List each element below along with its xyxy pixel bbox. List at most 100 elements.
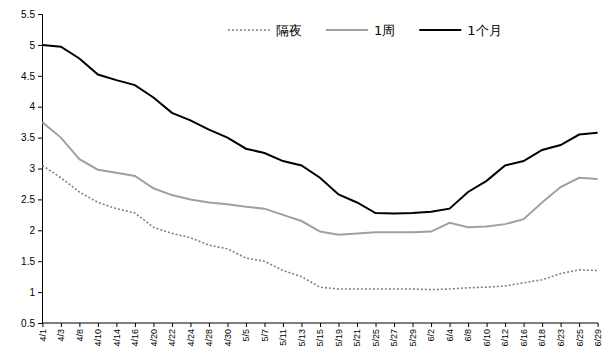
legend-label: 隔夜 <box>276 23 302 38</box>
x-tick: 5/11 <box>278 323 288 346</box>
x-tick-label: 4/8 <box>75 329 85 342</box>
legend-item: 1周 <box>326 23 395 38</box>
x-tick-label: 5/27 <box>389 329 399 347</box>
y-tick-label: 2 <box>29 225 35 236</box>
x-tick: 5/29 <box>408 323 418 347</box>
x-tick-label: 4/20 <box>149 329 159 347</box>
x-tick: 6/18 <box>537 323 547 347</box>
x-tick-mark <box>561 323 562 327</box>
x-tick: 5/21 <box>352 323 362 347</box>
y-tick-mark <box>38 323 42 324</box>
x-tick: 4/1 <box>38 323 48 342</box>
x-tick: 5/19 <box>334 323 344 347</box>
x-tick: 5/25 <box>371 323 381 347</box>
x-axis: 4/14/34/84/104/144/164/204/224/244/284/3… <box>38 323 603 347</box>
x-tick-mark <box>487 323 488 327</box>
x-tick: 4/22 <box>167 323 177 347</box>
y-tick: 4 <box>29 101 42 112</box>
x-tick-mark <box>357 323 358 327</box>
x-tick-label: 4/24 <box>186 329 196 347</box>
y-tick-mark <box>38 230 42 231</box>
x-tick-mark <box>246 323 247 327</box>
x-tick: 6/12 <box>500 323 510 347</box>
x-tick: 4/30 <box>223 323 233 347</box>
x-tick-mark <box>431 323 432 327</box>
x-tick-label: 4/22 <box>167 329 177 347</box>
x-tick-mark <box>301 323 302 327</box>
y-tick-mark <box>38 138 42 139</box>
legend-swatch <box>228 29 270 31</box>
x-tick-mark <box>153 323 154 327</box>
x-tick-label: 6/25 <box>575 329 585 347</box>
x-tick-label: 4/16 <box>130 329 140 347</box>
x-tick-mark <box>320 323 321 327</box>
y-tick: 5 <box>29 40 42 51</box>
x-tick-label: 5/19 <box>334 329 344 347</box>
legend: 隔夜 1周 1个月 <box>228 23 502 38</box>
series-line <box>42 45 597 214</box>
series-line <box>42 165 597 289</box>
x-tick: 4/8 <box>75 323 85 342</box>
x-tick-label: 4/1 <box>38 329 48 342</box>
y-tick-label: 0.5 <box>21 318 35 329</box>
y-tick: 5.5 <box>21 9 42 20</box>
x-tick: 6/16 <box>519 323 529 347</box>
x-tick-label: 5/5 <box>241 329 251 342</box>
x-tick-label: 6/12 <box>500 329 510 347</box>
x-tick: 5/15 <box>315 323 325 347</box>
y-tick-label: 1.5 <box>21 256 35 267</box>
x-tick: 5/5 <box>241 323 251 342</box>
x-tick-label: 4/14 <box>112 329 122 347</box>
x-tick-label: 6/2 <box>426 329 436 342</box>
x-tick-mark <box>98 323 99 327</box>
x-tick-mark <box>61 323 62 327</box>
y-tick-mark <box>38 292 42 293</box>
x-tick-mark <box>598 323 599 327</box>
x-tick-label: 5/25 <box>371 329 381 347</box>
x-tick-mark <box>579 323 580 327</box>
x-tick: 6/8 <box>463 323 473 342</box>
x-tick-label: 6/16 <box>519 329 529 347</box>
y-tick: 0.5 <box>21 318 42 329</box>
x-tick-label: 5/13 <box>297 329 307 347</box>
y-axis-line <box>38 15 43 324</box>
x-tick-mark <box>376 323 377 327</box>
x-tick-mark <box>135 323 136 327</box>
y-tick: 1.5 <box>21 256 42 267</box>
x-tick-mark <box>264 323 265 327</box>
x-tick-label: 6/8 <box>463 329 473 342</box>
x-tick: 5/27 <box>389 323 399 347</box>
legend-item: 1个月 <box>419 23 501 38</box>
y-tick-mark <box>38 45 42 46</box>
x-tick: 6/23 <box>556 323 566 347</box>
y-tick: 1 <box>29 287 42 298</box>
y-tick-label: 3.5 <box>21 132 35 143</box>
legend-swatch <box>419 29 461 31</box>
x-tick: 4/14 <box>112 323 122 347</box>
y-tick: 3.5 <box>21 132 42 143</box>
x-tick-label: 4/3 <box>56 329 66 342</box>
x-tick-mark <box>42 323 43 327</box>
y-tick: 4.5 <box>21 71 42 82</box>
x-tick: 4/24 <box>186 323 196 347</box>
x-tick-label: 6/29 <box>593 329 603 347</box>
y-tick-label: 2.5 <box>21 194 35 205</box>
x-tick: 4/20 <box>149 323 159 347</box>
lines <box>42 45 597 290</box>
x-tick-label: 6/18 <box>537 329 547 347</box>
x-tick: 4/16 <box>130 323 140 347</box>
y-tick-mark <box>38 261 42 262</box>
x-tick-mark <box>394 323 395 327</box>
y-tick: 3 <box>29 163 42 174</box>
x-tick: 6/29 <box>593 323 603 347</box>
y-tick-label: 4 <box>29 101 35 112</box>
x-tick-label: 4/10 <box>93 329 103 347</box>
y-tick: 2 <box>29 225 42 236</box>
y-tick-label: 5.5 <box>21 9 35 20</box>
x-tick-mark <box>116 323 117 327</box>
y-tick-mark <box>38 14 42 15</box>
x-tick: 4/3 <box>56 323 66 342</box>
plot: 0.5 1 1.5 2 2.5 3 3.5 4 4.5 5 5.5 4/1 4/3 4/8 4/10 4/14… <box>21 9 603 347</box>
x-tick-mark <box>505 323 506 327</box>
y-tick-mark <box>38 76 42 77</box>
